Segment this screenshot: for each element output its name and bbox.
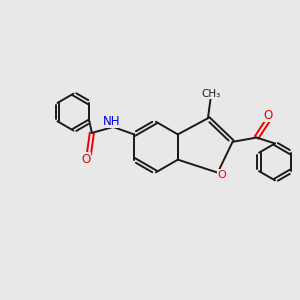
Text: O: O xyxy=(81,153,91,166)
Text: O: O xyxy=(263,109,272,122)
Text: CH₃: CH₃ xyxy=(201,89,220,99)
Text: NH: NH xyxy=(103,115,121,128)
Text: O: O xyxy=(217,170,226,180)
